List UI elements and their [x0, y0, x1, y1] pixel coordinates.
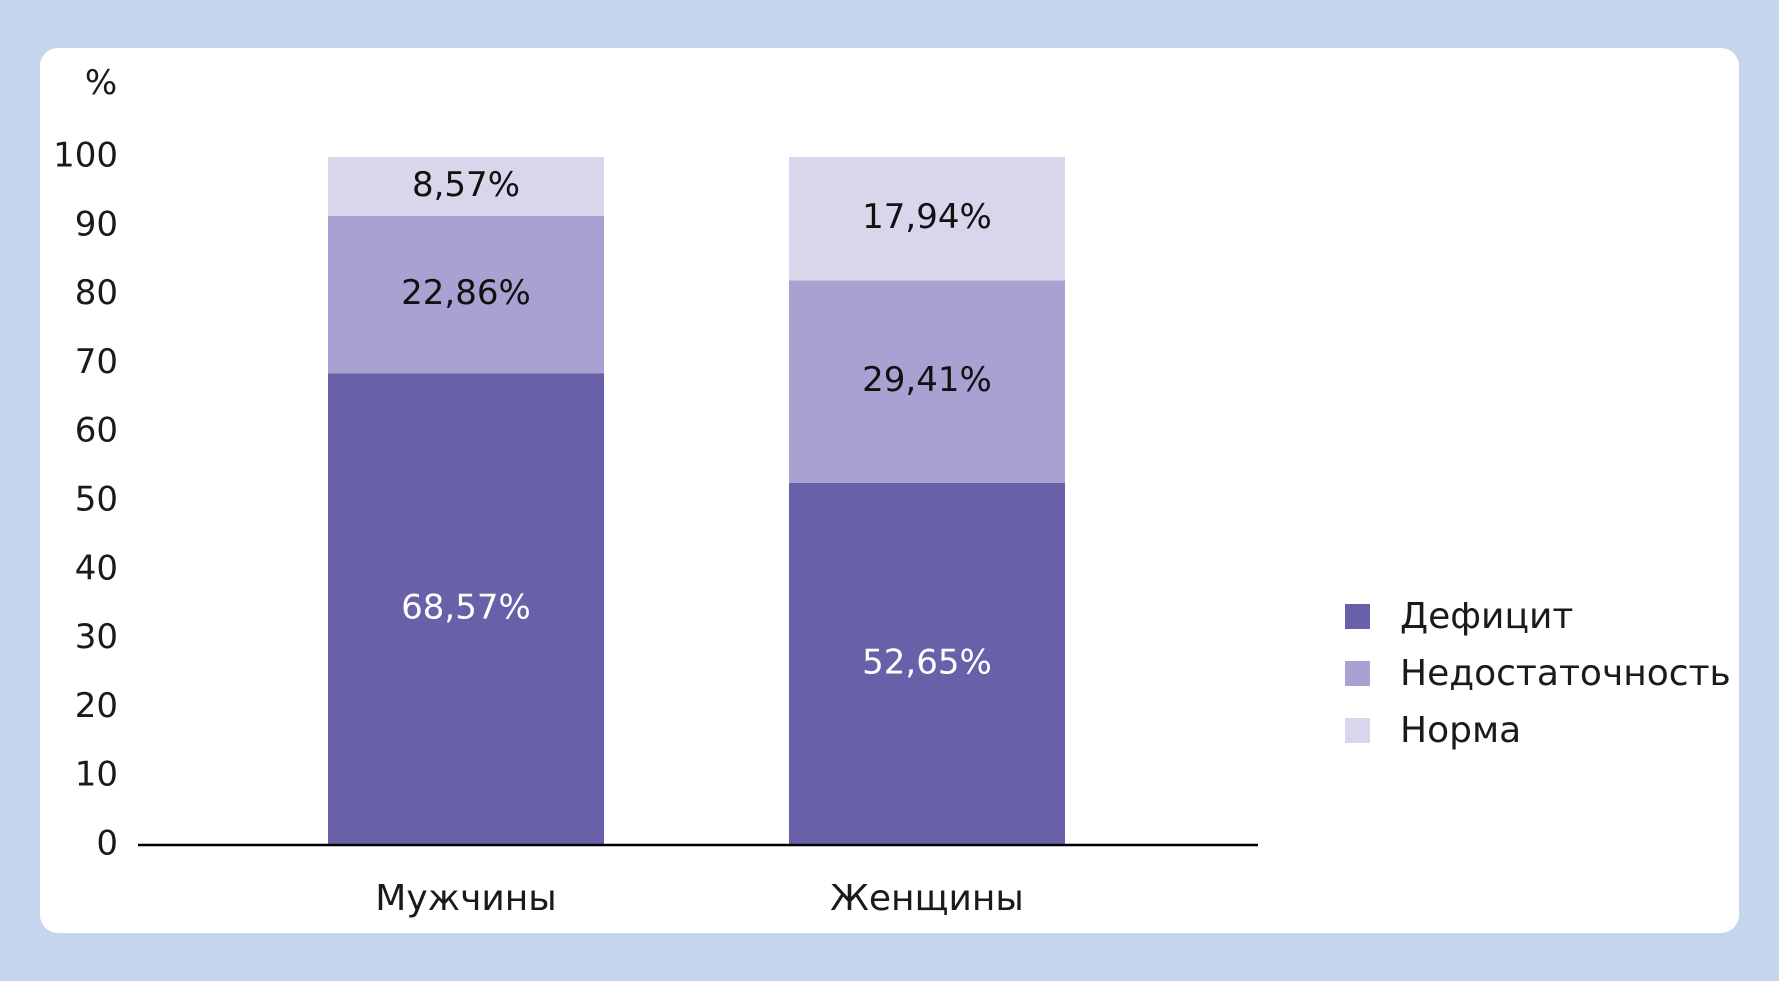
data-label: 68,57%: [401, 588, 531, 628]
y-tick-label: 10: [75, 755, 118, 795]
y-tick-label: 30: [75, 617, 118, 657]
bar-segment: [789, 157, 1065, 281]
chart-legend: Дефицит Недостаточность Норма: [1345, 588, 1731, 759]
y-tick-label: 100: [53, 136, 118, 176]
legend-swatch: [1345, 604, 1370, 629]
y-tick-label: 90: [75, 204, 118, 244]
legend-item: Норма: [1345, 702, 1731, 759]
data-label: 8,57%: [412, 165, 520, 205]
legend-label: Дефицит: [1400, 596, 1574, 637]
legend-label: Недостаточность: [1400, 653, 1731, 694]
data-label: 17,94%: [862, 197, 992, 237]
bar-segment: [328, 157, 604, 216]
data-label: 52,65%: [862, 642, 992, 682]
y-tick-label: 70: [75, 342, 118, 382]
y-tick-label: 20: [75, 686, 118, 726]
x-tick-label: Мужчины: [375, 878, 556, 919]
y-tick-label: 40: [75, 548, 118, 588]
bar-segment: [328, 373, 604, 845]
y-tick-label: 0: [96, 824, 118, 864]
legend-swatch: [1345, 661, 1370, 686]
y-tick-label: 60: [75, 411, 118, 451]
data-label: 22,86%: [401, 273, 531, 313]
data-label: 29,41%: [862, 360, 992, 400]
y-tick-label: 50: [75, 480, 118, 520]
legend-item: Дефицит: [1345, 588, 1731, 645]
x-tick-label: Женщины: [830, 878, 1024, 919]
legend-item: Недостаточность: [1345, 645, 1731, 702]
y-tick-label: 80: [75, 273, 118, 313]
bar-segment: [789, 280, 1065, 483]
bar-segment: [328, 215, 604, 374]
bar-segment: [789, 482, 1065, 845]
legend-label: Норма: [1400, 710, 1522, 751]
legend-swatch: [1345, 718, 1370, 743]
y-axis-label: %: [85, 63, 117, 103]
